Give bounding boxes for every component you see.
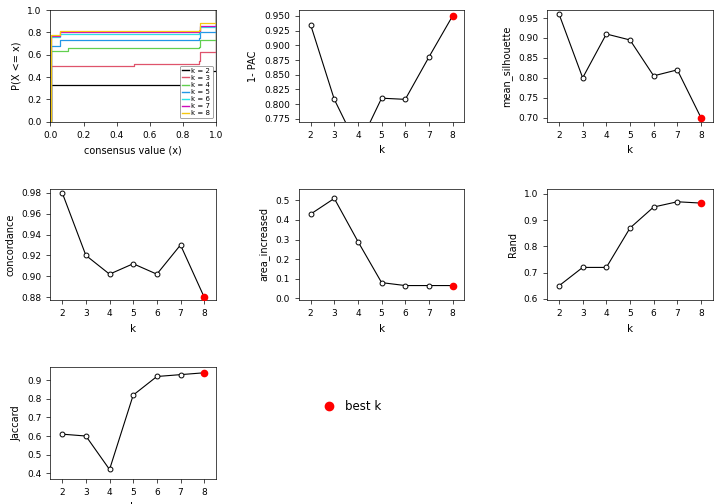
Y-axis label: 1- PAC: 1- PAC (248, 50, 258, 82)
Text: best k: best k (345, 400, 382, 413)
Y-axis label: Jaccard: Jaccard (12, 405, 22, 441)
Legend: k = 2, k = 3, k = 4, k = 5, k = 6, k = 7, k = 8: k = 2, k = 3, k = 4, k = 5, k = 6, k = 7… (179, 66, 212, 118)
X-axis label: k: k (130, 324, 136, 334)
X-axis label: k: k (379, 145, 384, 155)
X-axis label: k: k (379, 324, 384, 334)
Y-axis label: area_increased: area_increased (259, 208, 270, 281)
X-axis label: consensus value (x): consensus value (x) (84, 145, 182, 155)
Y-axis label: mean_silhouette: mean_silhouette (502, 25, 513, 106)
Y-axis label: P(X <= x): P(X <= x) (12, 42, 22, 90)
Y-axis label: Rand: Rand (508, 232, 518, 257)
X-axis label: k: k (130, 502, 136, 504)
X-axis label: k: k (627, 324, 633, 334)
Y-axis label: concordance: concordance (6, 213, 16, 276)
X-axis label: k: k (627, 145, 633, 155)
